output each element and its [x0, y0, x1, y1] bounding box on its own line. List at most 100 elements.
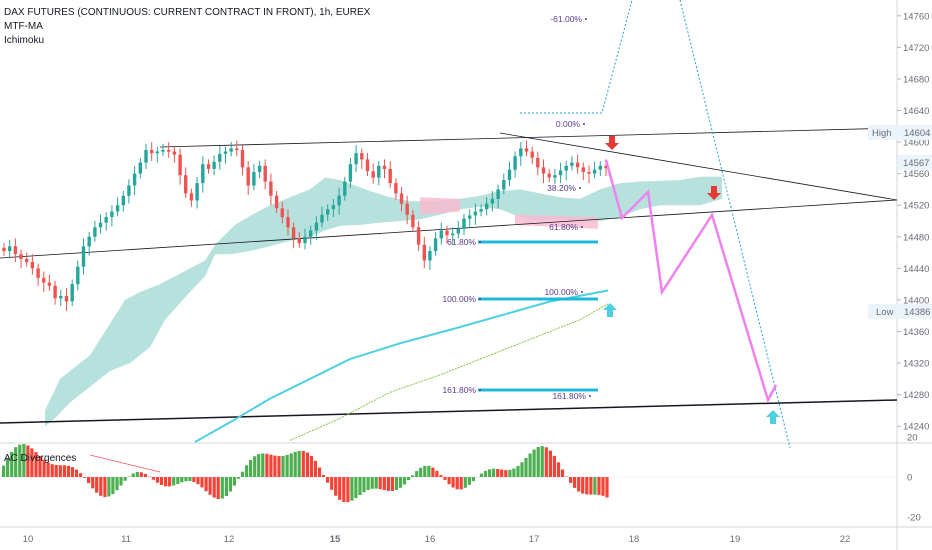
candle-body	[303, 236, 307, 244]
osc-bar	[103, 477, 107, 498]
osc-bar	[601, 477, 605, 496]
candle-body	[428, 251, 432, 261]
price-tick-label: 14640	[903, 106, 929, 117]
candle-body	[468, 215, 472, 219]
osc-bar	[407, 477, 411, 481]
osc-bar	[471, 477, 475, 482]
candle-body	[439, 230, 443, 239]
osc-bar	[435, 470, 439, 477]
osc-bar	[143, 473, 147, 477]
candle-body	[604, 165, 608, 169]
projection-path	[604, 159, 778, 404]
low-label-bg	[868, 304, 932, 319]
osc-bar	[164, 477, 168, 487]
candle-body	[269, 181, 273, 196]
candle-body	[394, 183, 398, 194]
candle-body	[496, 189, 500, 199]
osc-bar	[22, 444, 26, 477]
candle-body	[462, 218, 466, 229]
time-axis[interactable]: 10 11 12 15 16 17 18 19 22	[23, 534, 851, 545]
candle-body	[110, 211, 114, 217]
osc-bar	[87, 477, 91, 484]
price-tick-label: 14680	[903, 74, 929, 85]
osc-bar	[528, 453, 532, 477]
candle-body	[485, 203, 489, 210]
candle-body	[365, 159, 370, 172]
candle-body	[433, 238, 438, 251]
fib-label: 161.80%	[442, 385, 476, 395]
candle-body	[354, 153, 358, 165]
osc-bar	[127, 476, 131, 477]
time-tick-label: 11	[121, 534, 131, 545]
candle-body	[320, 214, 324, 223]
osc-bar	[10, 451, 14, 477]
osc-bar	[350, 477, 354, 501]
osc-bar	[265, 453, 269, 477]
candle-body	[47, 282, 52, 286]
candle-body	[25, 258, 29, 263]
indicator-ichimoku: Ichimoku	[4, 35, 45, 46]
osc-bar	[253, 456, 257, 477]
trendlines	[0, 0, 898, 473]
osc-bar	[38, 456, 42, 477]
price-tick-label: 14560	[903, 169, 929, 180]
candles	[2, 140, 608, 311]
candle-body	[223, 151, 228, 154]
osc-bar	[504, 470, 508, 477]
candle-body	[309, 230, 313, 237]
candle-body	[42, 277, 46, 283]
time-tick-label: 10	[23, 534, 34, 545]
buy-arrow	[603, 303, 617, 317]
candle-body	[598, 165, 602, 170]
time-tick-label: 18	[629, 534, 640, 545]
candle-body	[592, 169, 597, 174]
osc-bar	[447, 477, 451, 485]
candle-body	[53, 285, 57, 299]
price-labels: High 14604 14567 Low 14386	[868, 125, 932, 319]
osc-bar	[18, 444, 22, 477]
candle-body	[201, 164, 205, 184]
osc-bar	[34, 452, 38, 477]
candle-body	[155, 151, 159, 154]
osc-bar	[330, 477, 334, 490]
osc-bar	[176, 477, 180, 484]
candle-body	[348, 164, 353, 182]
candle-body	[138, 162, 142, 174]
candle-body	[87, 236, 91, 247]
price-axis[interactable]: 14240 14280 14320 14360 14400 14440 14480 14520…	[897, 11, 929, 524]
fib-dot	[579, 187, 581, 189]
osc-bar	[79, 473, 83, 477]
price-tick-label: 14360	[903, 327, 929, 338]
osc-bar	[115, 477, 119, 491]
candle-body	[382, 165, 387, 169]
candle-body	[456, 228, 460, 234]
candle-body	[513, 156, 517, 170]
osc-bar	[321, 475, 326, 477]
candle-body	[127, 185, 131, 196]
fib-label: 161.80%	[552, 391, 586, 401]
sell-arrow	[605, 136, 619, 150]
candle-body	[263, 165, 267, 182]
indicator-mtf-ma: MTF-MA	[4, 21, 43, 32]
price-tick-label: 14720	[903, 43, 929, 54]
osc-bar	[216, 477, 220, 499]
osc-tick-label: 20	[907, 433, 918, 444]
osc-bar	[168, 477, 172, 487]
candle-body	[70, 284, 74, 302]
osc-bar	[467, 477, 471, 485]
osc-bar	[569, 477, 573, 483]
candle-body	[115, 205, 120, 212]
osc-bar	[334, 477, 338, 496]
candle-body	[2, 247, 6, 251]
candle-body	[377, 165, 381, 178]
osc-bar	[91, 477, 95, 489]
osc-bar	[512, 468, 516, 477]
osc-bar	[99, 477, 103, 496]
osc-bar	[26, 445, 30, 477]
osc-bar	[358, 477, 362, 495]
cloud-area-bearish	[420, 197, 460, 215]
fib-dot	[589, 395, 591, 397]
osc-bar	[382, 477, 386, 491]
price-tick-label: 14320	[903, 359, 929, 370]
